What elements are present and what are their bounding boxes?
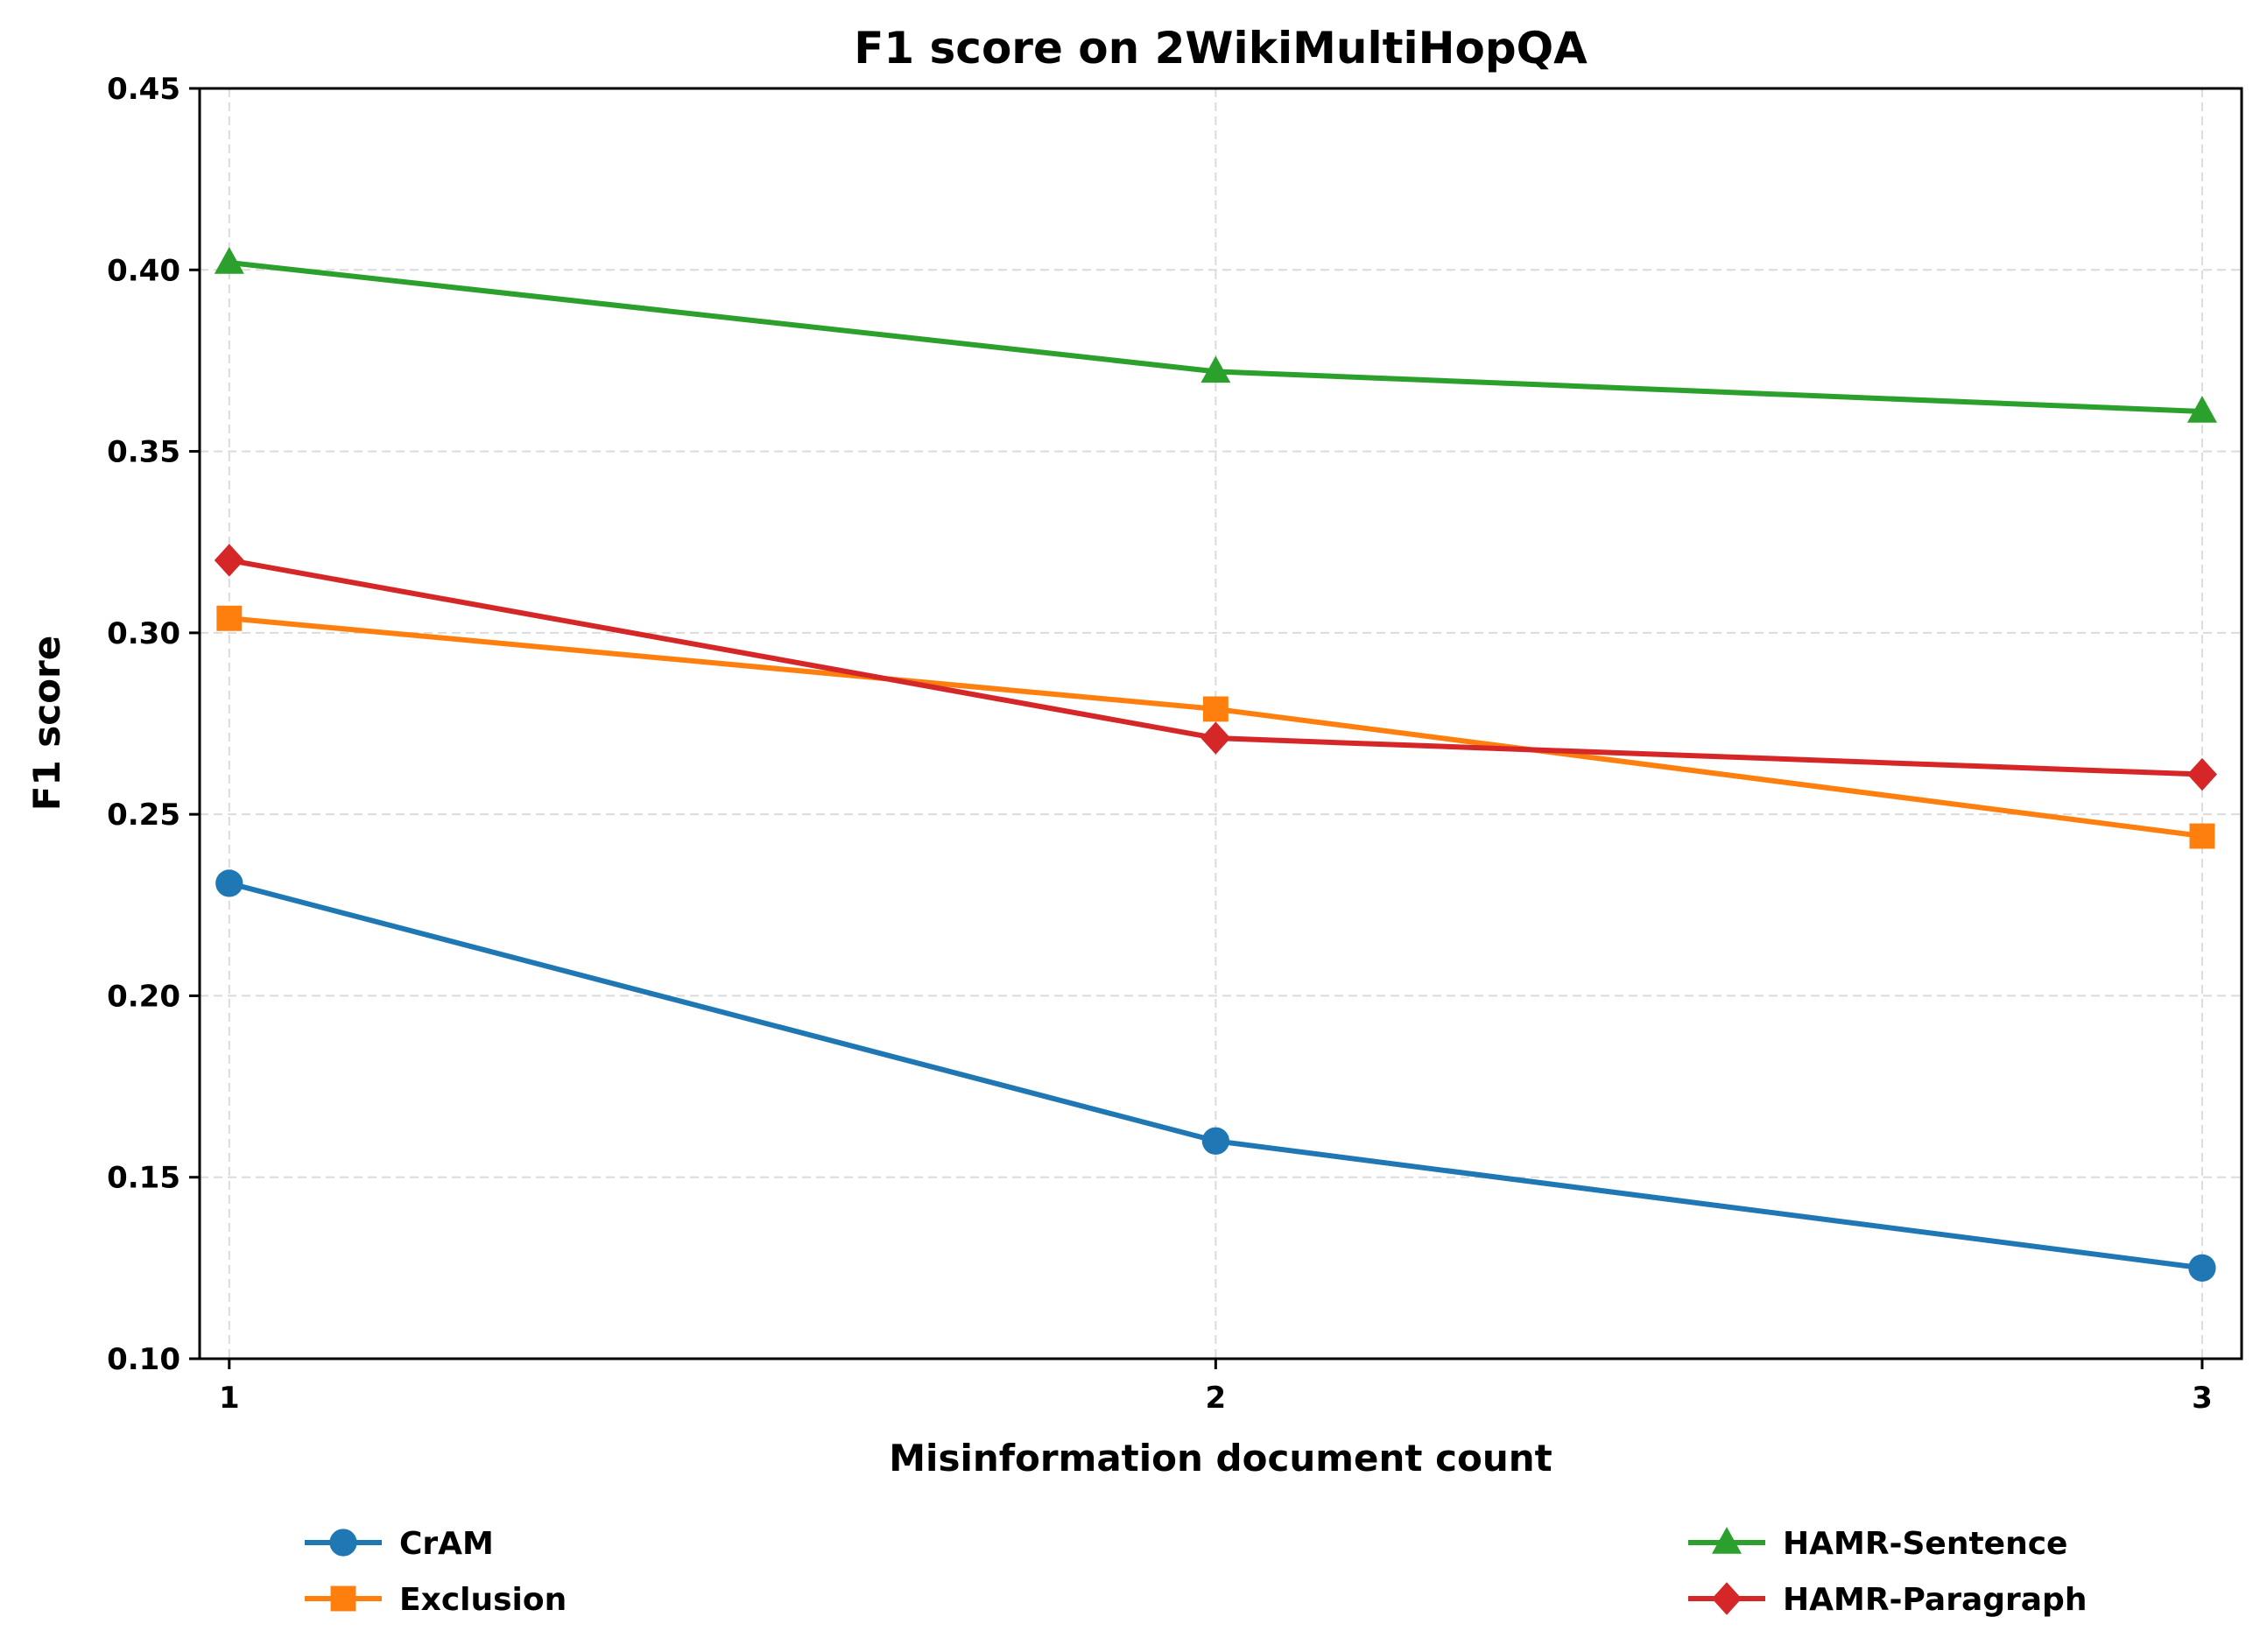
legend-label: CrAM (399, 1526, 494, 1562)
data-point-hamr-sentence (214, 247, 244, 274)
y-axis-label: F1 score (25, 636, 68, 811)
y-tick-label: 0.35 (107, 435, 180, 470)
y-tick-label: 0.10 (107, 1342, 180, 1377)
y-tick-label: 0.25 (107, 798, 180, 833)
y-tick-label: 0.15 (107, 1161, 180, 1196)
legend-entry-hamr-paragraph: HAMR-Paragraph (1688, 1582, 2087, 1618)
legend-marker-exclusion (330, 1585, 356, 1612)
data-point-hamr-sentence (1200, 355, 1231, 383)
legend-entry-hamr-sentence: HAMR-Sentence (1688, 1526, 2067, 1562)
data-point-hamr-paragraph (2186, 757, 2217, 791)
chart-title: F1 score on 2WikiMultiHopQA (854, 23, 1588, 74)
y-tick-label: 0.20 (107, 979, 180, 1014)
series-cram (215, 869, 2216, 1282)
y-tick-label: 0.30 (107, 616, 180, 651)
data-point-cram (2188, 1254, 2216, 1282)
plot-frame (198, 87, 2243, 1360)
y-tick-label: 0.40 (107, 253, 180, 288)
y-tick-label: 0.45 (107, 72, 180, 107)
data-point-exclusion (2189, 823, 2215, 849)
data-point-hamr-sentence (2186, 396, 2217, 423)
legend-marker-cram (329, 1529, 357, 1557)
data-point-cram (215, 869, 243, 897)
series-layer (214, 247, 2217, 1282)
data-point-cram (1201, 1127, 1230, 1155)
x-axis-label: Misinformation document count (889, 1437, 1552, 1480)
legend-marker-hamr-paragraph (1712, 1582, 1742, 1615)
x-tick-label: 3 (2192, 1381, 2213, 1416)
legend-entry-cram: CrAM (305, 1526, 494, 1562)
data-point-hamr-paragraph (1200, 721, 1231, 755)
legend-marker-hamr-sentence (1712, 1527, 1742, 1554)
data-point-exclusion (1202, 696, 1229, 722)
data-point-exclusion (216, 605, 243, 631)
legend-entry-exclusion: Exclusion (305, 1582, 567, 1618)
series-hamr-paragraph (214, 544, 2217, 791)
series-hamr-sentence (214, 247, 2217, 423)
legend: CrAM Exclusion HAMR-Sentence HAMR-Paragraph (305, 1526, 2087, 1618)
legend-label: HAMR-Sentence (1783, 1526, 2067, 1562)
series-exclusion (216, 605, 2215, 849)
x-tick-label: 1 (219, 1381, 240, 1416)
axis-ticks: 0.10 0.15 0.20 0.25 0.30 0.35 0.40 0.45 1 2 3 (107, 72, 2213, 1416)
data-point-hamr-paragraph (214, 544, 244, 577)
legend-label: HAMR-Paragraph (1783, 1582, 2087, 1618)
x-tick-label: 2 (1206, 1381, 1227, 1416)
legend-label: Exclusion (399, 1582, 567, 1618)
grid (200, 88, 2242, 1360)
